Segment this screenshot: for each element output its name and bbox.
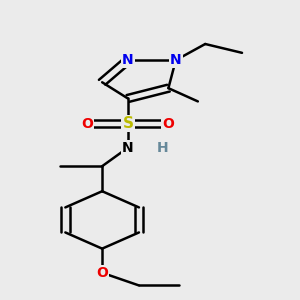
Text: N: N [170,53,182,67]
Text: O: O [82,116,93,130]
Text: S: S [122,116,134,131]
Text: O: O [96,266,108,280]
Text: H: H [157,141,169,154]
Text: N: N [122,141,134,154]
Text: N: N [122,53,134,67]
Text: O: O [163,116,174,130]
